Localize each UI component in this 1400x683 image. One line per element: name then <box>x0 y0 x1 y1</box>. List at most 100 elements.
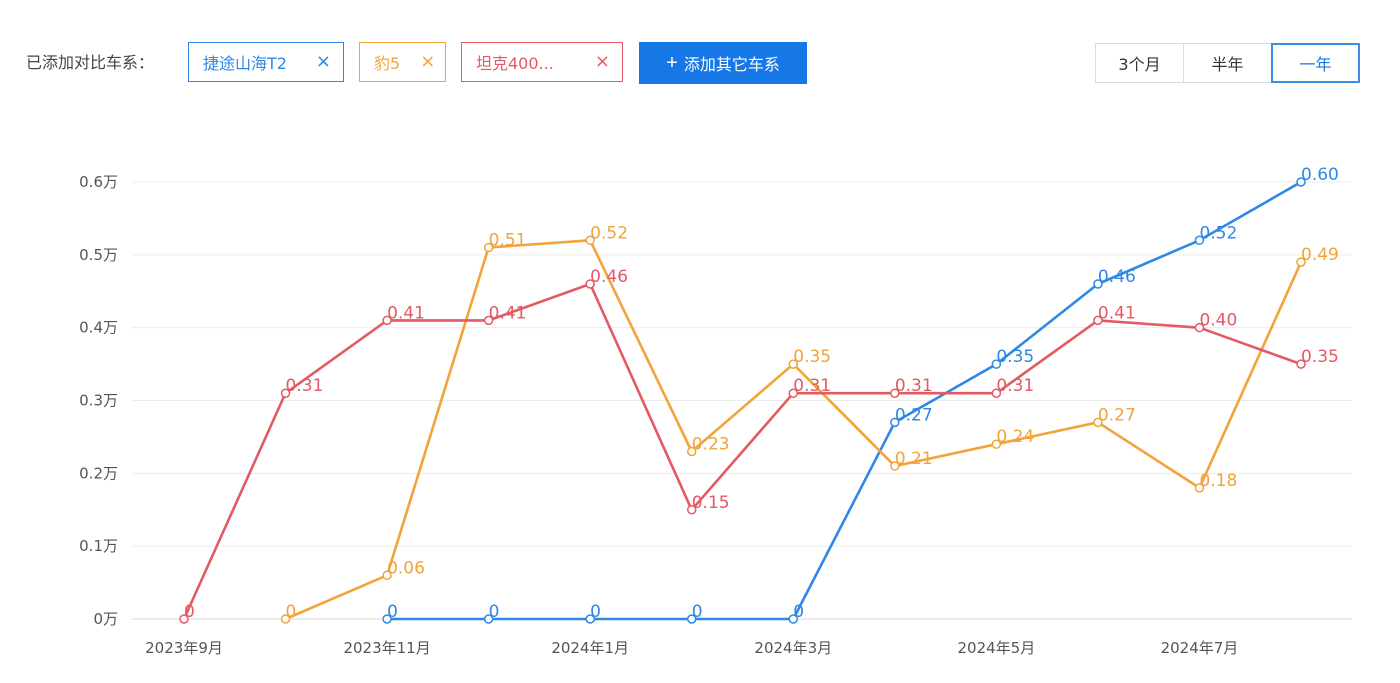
filter-toolbar: 已添加对比车系： 捷途山海T2 × 豹5 × 坦克400... × + 添加其它… <box>0 0 1400 110</box>
data-label: 0.49 <box>1301 245 1339 265</box>
data-label: 0.35 <box>793 347 831 367</box>
data-label: 0 <box>184 602 195 622</box>
data-label: 0.18 <box>1199 471 1237 491</box>
close-icon[interactable]: × <box>420 51 436 72</box>
data-point <box>991 359 1002 369</box>
close-icon[interactable]: × <box>594 51 610 72</box>
data-label: 0 <box>286 602 297 622</box>
data-point <box>483 315 494 326</box>
data-label: 0.52 <box>1199 223 1237 243</box>
line-chart: 0万 0.1万 0.2万 0.3万 0.4万 0.5万 0.6万 2023年9月 2023年11… <box>79 165 1352 657</box>
data-label: 0 <box>692 602 703 622</box>
data-point <box>382 570 392 581</box>
series-tag-bao5[interactable]: 豹5 × <box>359 42 446 82</box>
data-label: 0.40 <box>1199 311 1237 331</box>
data-point <box>1194 322 1205 333</box>
close-icon[interactable]: × <box>315 51 331 72</box>
data-point <box>686 614 697 624</box>
data-label: 0 <box>590 602 601 622</box>
data-point <box>788 614 799 624</box>
data-point <box>1093 417 1103 428</box>
y-tick-label: 0.1万 <box>79 537 118 555</box>
data-point <box>1093 315 1103 326</box>
x-tick-label: 2024年1月 <box>551 639 629 657</box>
data-point <box>991 439 1002 449</box>
data-point <box>585 614 595 624</box>
data-label: 0.31 <box>996 376 1034 396</box>
data-label: 0.41 <box>387 303 425 323</box>
data-point <box>1093 279 1103 289</box>
data-label: 0.35 <box>996 347 1034 367</box>
data-label: 0.06 <box>387 558 425 578</box>
y-tick-label: 0.2万 <box>79 464 118 482</box>
data-point <box>1296 177 1306 187</box>
series-tag-label: 捷途山海T2 <box>203 54 287 73</box>
range-option-one-year[interactable]: 一年 <box>1271 43 1360 83</box>
data-label: 0.41 <box>489 303 527 323</box>
series-tag-tank400[interactable]: 坦克400... × <box>461 42 623 82</box>
data-label: 0.23 <box>692 434 730 454</box>
data-label: 0.27 <box>895 405 933 425</box>
data-point <box>280 388 291 398</box>
data-point <box>890 388 900 398</box>
data-point <box>890 461 900 471</box>
data-label: 0.31 <box>793 376 831 396</box>
compare-label: 已添加对比车系： <box>26 53 155 72</box>
time-range-group: 3个月 半年 一年 <box>1095 43 1360 83</box>
data-label: 0.46 <box>590 267 628 287</box>
x-tick-label: 2024年3月 <box>754 639 832 657</box>
data-point <box>1296 359 1306 369</box>
y-tick-label: 0.5万 <box>79 246 118 264</box>
data-label: 0.46 <box>1098 267 1136 287</box>
add-series-button[interactable]: + 添加其它车系 <box>639 42 807 84</box>
series-tag-jietu[interactable]: 捷途山海T2 × <box>188 42 344 82</box>
data-label: 0 <box>489 602 500 622</box>
y-tick-label: 0.4万 <box>79 319 118 337</box>
data-label: 0.41 <box>1098 303 1136 323</box>
data-point <box>788 388 799 398</box>
data-point <box>991 388 1002 398</box>
data-point <box>585 235 595 246</box>
x-tick-label: 2024年7月 <box>1161 639 1239 657</box>
range-option-3-months[interactable]: 3个月 <box>1095 43 1184 83</box>
series-tag-label: 豹5 <box>374 54 401 73</box>
data-point <box>483 242 494 253</box>
x-tick-label: 2023年11月 <box>343 639 430 657</box>
data-point <box>483 614 494 624</box>
data-point <box>1194 483 1205 493</box>
y-tick-label: 0.3万 <box>79 392 118 410</box>
data-label: 0 <box>793 602 804 622</box>
data-label: 0.31 <box>895 376 933 396</box>
x-tick-label: 2024年5月 <box>958 639 1036 657</box>
x-tick-label: 2023年9月 <box>145 639 223 657</box>
series-line-1 <box>284 239 1303 621</box>
data-point <box>1296 257 1306 267</box>
data-point <box>382 614 392 624</box>
series-line-2 <box>182 282 1303 621</box>
data-label: 0.35 <box>1301 347 1339 367</box>
data-point <box>788 359 799 369</box>
plus-icon: + <box>666 52 678 74</box>
add-series-label: 添加其它车系 <box>683 57 780 74</box>
data-label: 0 <box>387 602 398 622</box>
data-point <box>686 446 697 457</box>
data-label: 0.27 <box>1098 405 1136 425</box>
data-point <box>179 614 189 624</box>
data-point <box>585 279 595 289</box>
series-line-0 <box>385 180 1303 621</box>
range-option-half-year[interactable]: 半年 <box>1183 43 1272 83</box>
y-tick-label: 0.6万 <box>79 173 118 191</box>
data-label: 0.51 <box>489 231 527 251</box>
data-label: 0.21 <box>895 449 933 469</box>
data-label: 0.15 <box>692 493 730 513</box>
data-point <box>686 505 697 515</box>
data-point <box>890 417 900 428</box>
data-label: 0.60 <box>1301 165 1339 185</box>
series-tag-label: 坦克400... <box>476 54 554 73</box>
data-label: 0.52 <box>590 223 628 243</box>
data-point <box>382 315 392 326</box>
data-point <box>1194 235 1205 246</box>
data-label: 0.31 <box>286 376 324 396</box>
data-point <box>280 614 291 624</box>
y-tick-label: 0万 <box>93 610 118 628</box>
